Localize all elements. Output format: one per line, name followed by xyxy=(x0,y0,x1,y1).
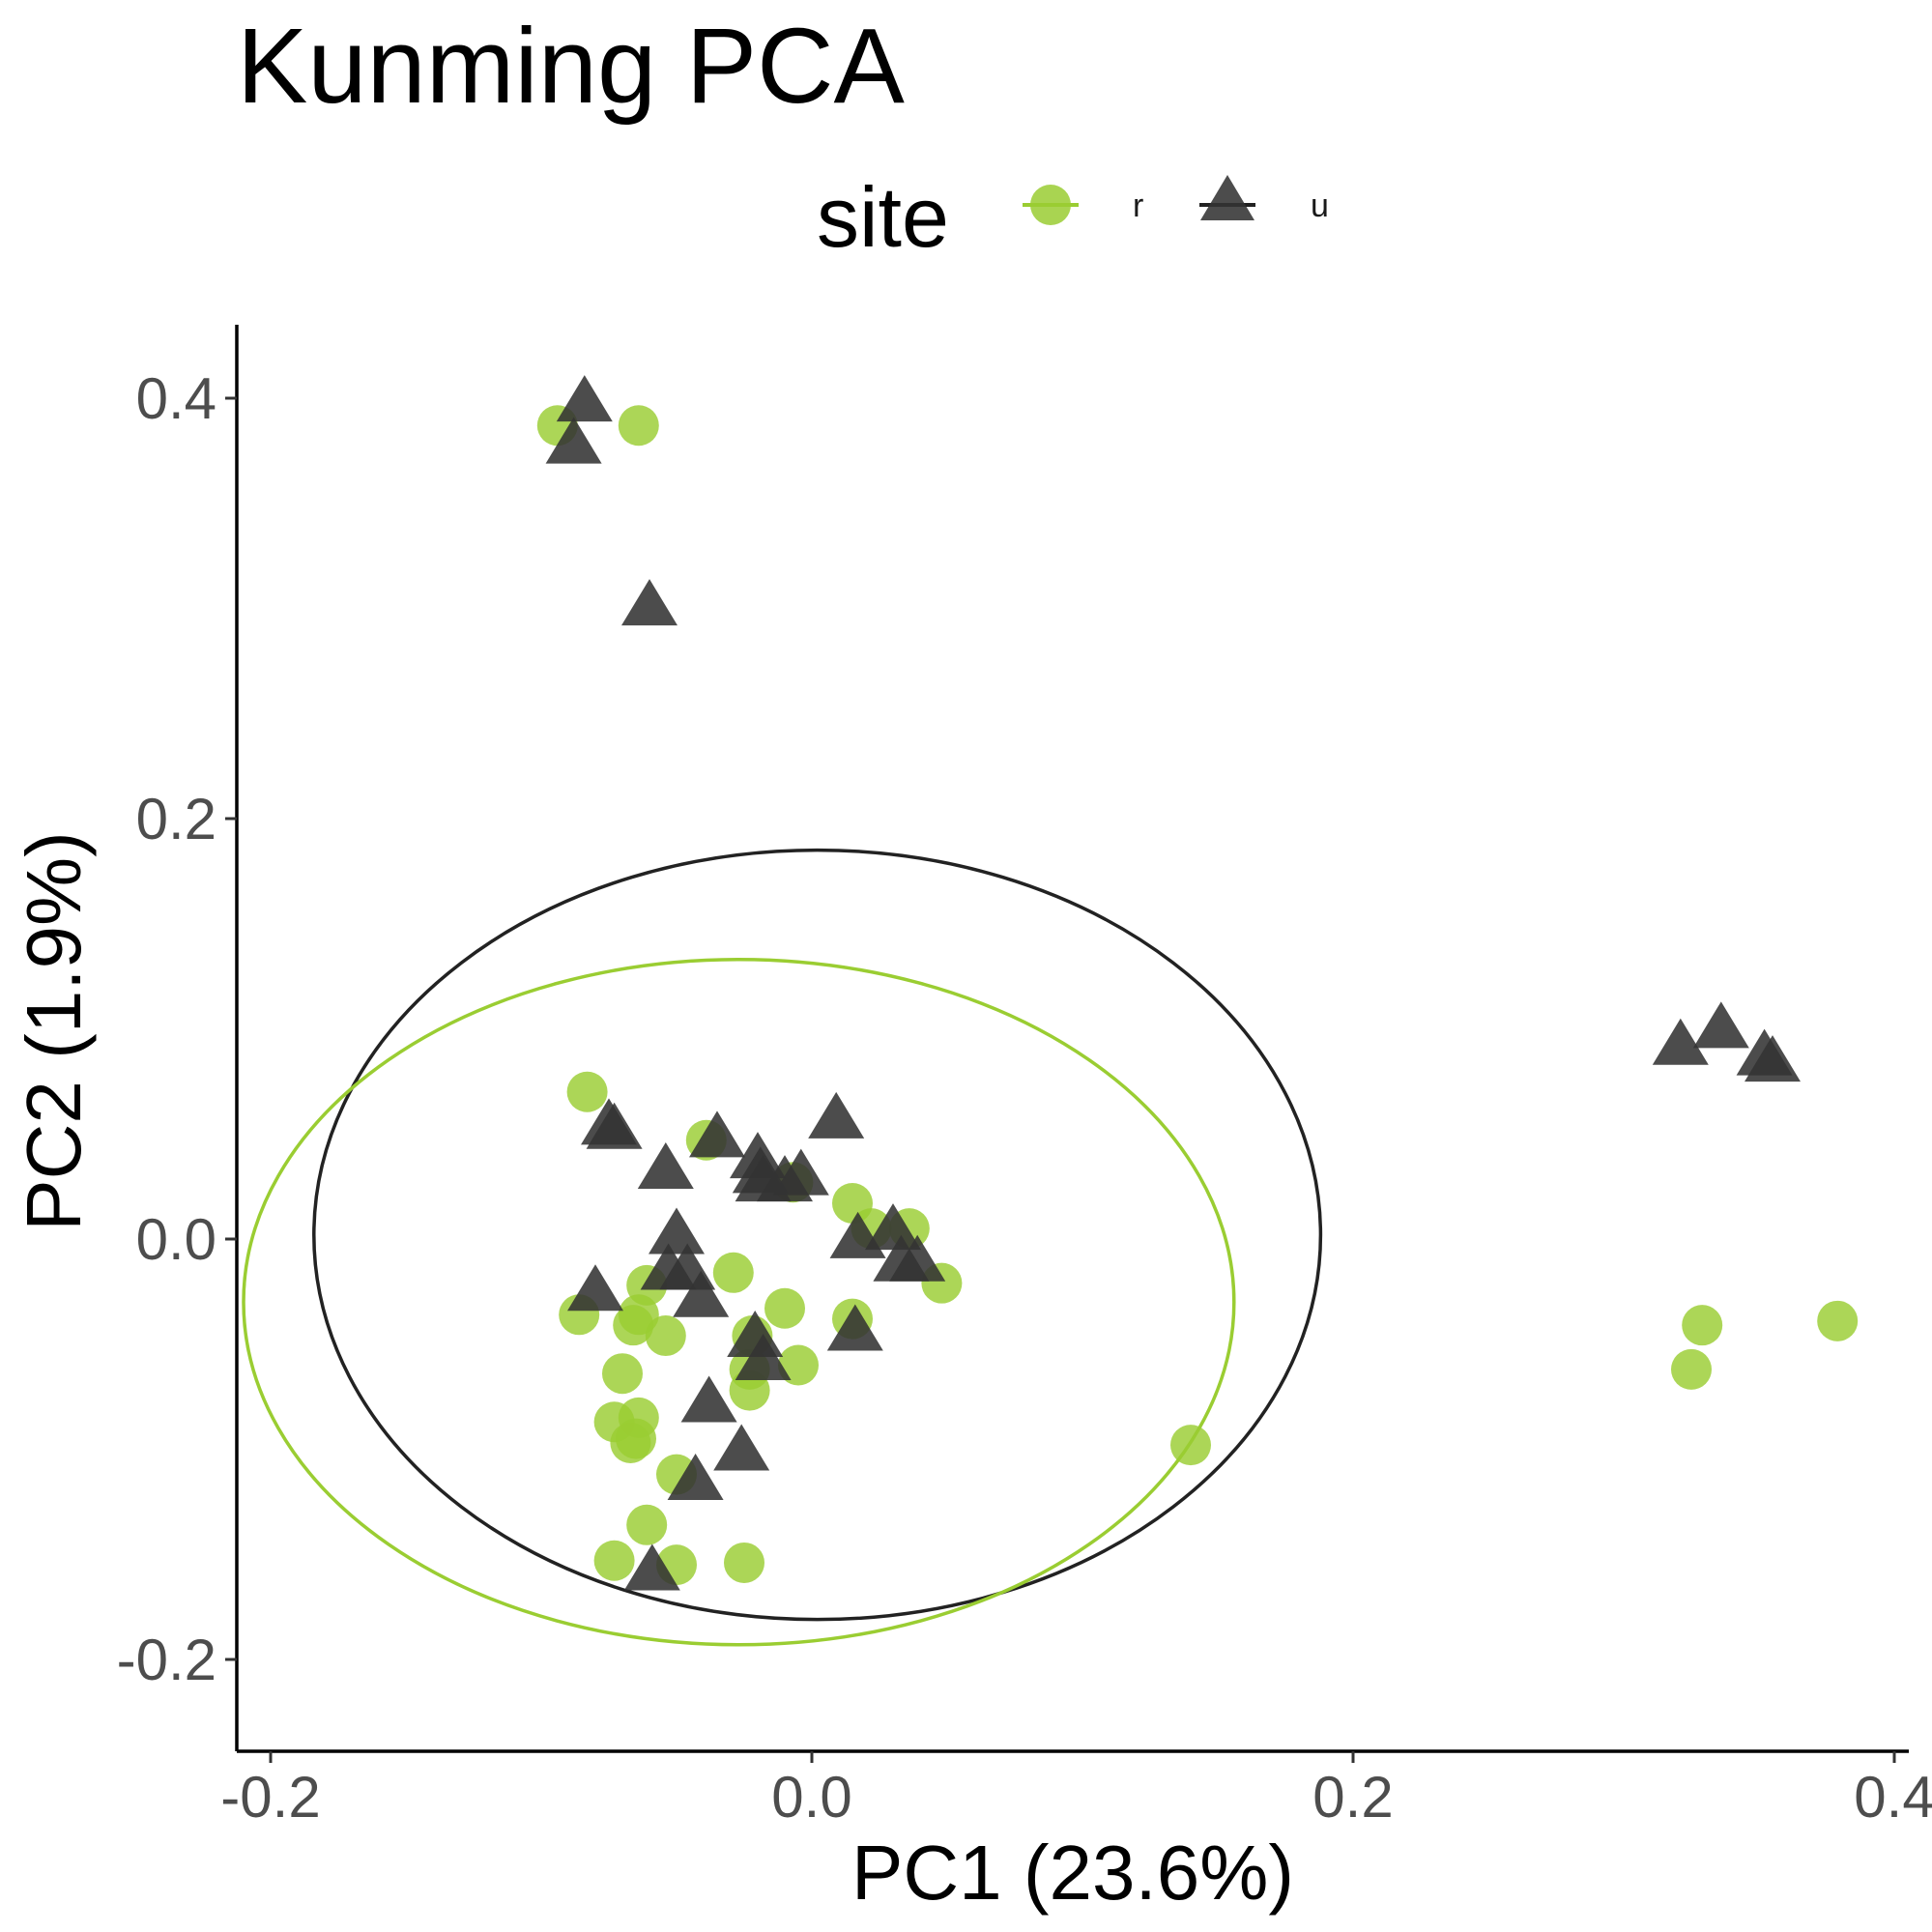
chart-title: Kunming PCA xyxy=(237,7,906,126)
point-r xyxy=(626,1504,668,1545)
point-u xyxy=(545,417,602,464)
point-u xyxy=(689,1110,745,1158)
point-u xyxy=(1745,1035,1801,1082)
point-r xyxy=(645,1315,686,1357)
point-r xyxy=(593,1540,635,1581)
confidence-ellipse-r xyxy=(242,957,1236,1647)
point-u xyxy=(680,1375,737,1423)
point-u xyxy=(808,1091,865,1139)
point-u xyxy=(621,579,678,626)
series-u xyxy=(545,375,1801,1591)
legend-item-r: r xyxy=(1023,185,1143,225)
point-u xyxy=(673,1270,730,1317)
point-u xyxy=(623,1543,680,1591)
y-axis-title: PC2 (1.9%) xyxy=(11,831,97,1230)
point-u xyxy=(667,1453,724,1500)
point-r xyxy=(602,1353,643,1395)
x-axis-title: PC1 (23.6%) xyxy=(851,1830,1294,1916)
legend-label-r: r xyxy=(1133,187,1143,224)
y-tick-label: 0.0 xyxy=(136,1207,216,1272)
legend-item-u: u xyxy=(1199,175,1329,224)
series-r xyxy=(536,405,1859,1586)
point-r xyxy=(729,1370,770,1411)
point-u xyxy=(637,1142,694,1190)
x-tick-label: 0.4 xyxy=(1854,1765,1932,1830)
legend-title: site xyxy=(817,169,949,265)
point-r xyxy=(610,1422,651,1463)
point-u xyxy=(1692,1001,1749,1049)
y-tick-label: 0.2 xyxy=(136,787,216,851)
point-u xyxy=(735,1333,792,1380)
legend-key-circle-r xyxy=(1030,185,1071,225)
plot-area xyxy=(242,375,1859,1647)
y-tick-label: -0.2 xyxy=(117,1628,216,1692)
point-u xyxy=(865,1203,921,1251)
x-tick-label: 0.2 xyxy=(1312,1765,1393,1830)
legend-key-triangle-u xyxy=(1200,175,1254,220)
point-r xyxy=(566,1071,608,1112)
legend-label-u: u xyxy=(1311,187,1329,224)
point-r xyxy=(1671,1348,1712,1390)
point-r xyxy=(613,1305,654,1346)
point-u xyxy=(556,375,613,422)
legend: site r u xyxy=(817,169,1329,265)
point-u xyxy=(1652,1018,1709,1065)
confidence-ellipse-u xyxy=(312,848,1323,1622)
point-r xyxy=(1170,1425,1211,1466)
x-tick-label: -0.2 xyxy=(220,1765,320,1830)
point-u xyxy=(586,1102,643,1149)
point-u xyxy=(826,1304,883,1351)
point-u xyxy=(889,1234,946,1282)
point-r xyxy=(712,1252,754,1293)
point-u xyxy=(567,1264,623,1312)
x-tick-label: 0.0 xyxy=(771,1765,851,1830)
point-u xyxy=(713,1424,770,1471)
point-r xyxy=(724,1542,764,1583)
y-tick-label: 0.4 xyxy=(136,366,216,431)
point-u xyxy=(649,1207,705,1254)
point-r xyxy=(1682,1305,1723,1346)
point-u xyxy=(772,1148,829,1196)
point-r xyxy=(764,1287,805,1329)
point-r xyxy=(618,405,659,447)
axis-ticks: -0.2 0.0 0.2 0.4 -0.2 0.0 0.2 0.4 xyxy=(117,366,1932,1830)
point-r xyxy=(1817,1300,1859,1341)
